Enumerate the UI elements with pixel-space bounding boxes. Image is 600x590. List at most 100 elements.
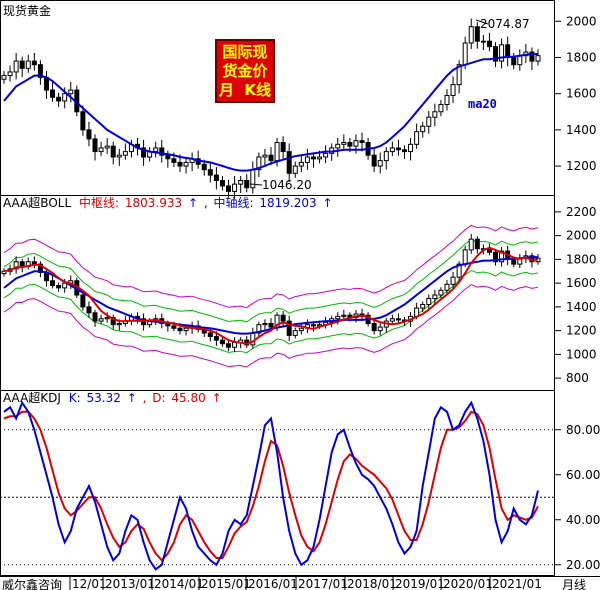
boll-candle (468, 238, 474, 251)
price-candle (304, 156, 310, 163)
stamp-line-3: 月 K线 (218, 81, 271, 99)
price-candle (98, 147, 104, 153)
boll-candle (98, 318, 104, 322)
kdj-y-tick-label: 80.00 (566, 423, 600, 437)
price-candle (1, 75, 7, 80)
price-candle (395, 147, 401, 151)
price-candle (535, 55, 541, 62)
ma20-label: ma20 (468, 97, 497, 111)
price-candle (486, 40, 492, 48)
boll-y-tick-label: 2200 (566, 205, 597, 219)
kdj-panel (0, 400, 555, 571)
kdj-k-arrow-icon: ↑ (127, 391, 137, 405)
kdj-k-value: 53.32 (87, 391, 121, 405)
price-candle (341, 142, 347, 145)
boll-candle (110, 317, 116, 326)
price-candle (426, 116, 432, 127)
price-candle (238, 180, 244, 185)
price-candle (31, 60, 37, 66)
boll-candle (432, 294, 438, 300)
kdj-d-label: D: (152, 391, 165, 405)
kdj-legend: AAA超KDJ K: 53.32 ↑ , D: 45.80 ↑ (3, 390, 222, 405)
price-y-tick-label: 2000 (566, 14, 597, 28)
price-candle (511, 56, 517, 66)
boll-candle (92, 312, 98, 322)
boll-candle (292, 330, 298, 336)
price-candle (450, 84, 456, 96)
low-pointer (249, 183, 263, 186)
boll-y-tick-label: 2000 (566, 229, 597, 243)
price-candle (250, 169, 256, 189)
kdj-y-tick-label: 60.00 (566, 468, 600, 482)
price-candle (159, 147, 165, 156)
price-candle (347, 142, 353, 147)
price-candle (25, 60, 31, 69)
kdj-y-tick-label: 40.00 (566, 513, 600, 527)
price-candle (232, 183, 238, 192)
boll-candle (389, 318, 395, 322)
boll-candle (19, 261, 25, 267)
boll-candle (341, 314, 347, 317)
price-candle (104, 145, 110, 149)
price-candle (171, 158, 177, 163)
boll-candle (80, 294, 86, 308)
boll-candle (420, 304, 426, 309)
kdj-k-line (3, 400, 539, 571)
boll-candle (104, 317, 110, 320)
boll-candle (226, 343, 232, 348)
x-tick-label: 2019/01 (395, 577, 445, 590)
ma20-line (3, 53, 538, 172)
kdj-panel-frame (0, 390, 555, 576)
price-candle (292, 165, 298, 174)
boll-mid-label: 中枢线: (79, 195, 119, 210)
boll-candle (462, 249, 468, 265)
price-candle (493, 46, 499, 62)
price-candle (68, 89, 74, 95)
price-candle (432, 111, 438, 118)
x-tick-label: 2020/01 (443, 577, 493, 590)
boll-candle (62, 282, 68, 289)
stamp-box (215, 39, 275, 103)
boll-candle (511, 258, 517, 265)
price-candle (56, 96, 62, 102)
boll-candle (426, 298, 432, 305)
boll-mid-line (3, 246, 539, 345)
price-candle (116, 154, 122, 158)
price-candle (7, 71, 13, 77)
x-tick-label: 12/01 (72, 577, 107, 590)
price-candle (62, 93, 68, 102)
boll-candle (286, 320, 292, 336)
boll-axis-label: 中轴线: (213, 195, 253, 210)
boll-y-tick-label: 1600 (566, 276, 597, 290)
price-candle (335, 143, 341, 149)
boll-y-tick-label: 1200 (566, 324, 597, 338)
low-price-label: 1046.20 (262, 178, 312, 192)
boll-candle (298, 327, 304, 332)
price-candle (177, 161, 183, 167)
boll-candle (268, 323, 274, 328)
price-candle (480, 40, 486, 43)
x-tick-label: 2014/01 (154, 577, 204, 590)
price-candle (207, 169, 213, 176)
price-candle (377, 160, 383, 167)
boll-candle (183, 327, 189, 332)
boll-candle (377, 326, 383, 332)
boll-candle (13, 261, 19, 270)
boll-candle (474, 238, 480, 250)
boll-candle (371, 323, 377, 332)
price-candle (280, 142, 286, 153)
x-tick-label: 2021/01 (492, 577, 542, 590)
boll-y-tick-label: 1000 (566, 347, 597, 361)
price-candle (226, 185, 232, 192)
price-candle (86, 129, 92, 140)
kdj-d-arrow-icon: ↑ (212, 391, 222, 405)
boll-candle (207, 332, 213, 338)
kdj-d-line (3, 410, 539, 562)
price-y-tick-label: 1800 (566, 50, 597, 64)
kdj-d-value: 45.80 (171, 391, 205, 405)
boll-up-arrow-icon: ↑ (188, 196, 198, 210)
price-candle (474, 26, 480, 42)
footer-brand: 威尔鑫咨询 (2, 577, 62, 590)
boll-candle (262, 323, 268, 326)
boll-candle (232, 342, 238, 348)
